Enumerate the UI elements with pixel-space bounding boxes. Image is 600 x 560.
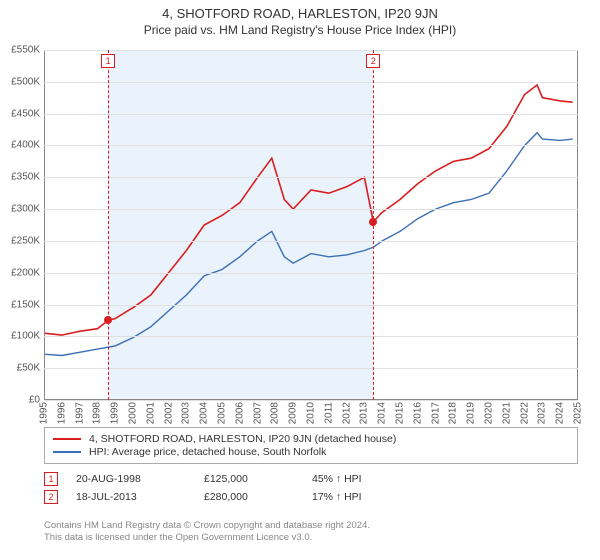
chart-ytick-label: £500K: [11, 76, 40, 87]
chart-xtick-label: 2009: [288, 402, 299, 424]
chart-gridline: [44, 209, 578, 210]
chart-xtick-label: 2020: [484, 402, 495, 424]
chart-lines: [44, 50, 578, 400]
chart-xtick-label: 2017: [430, 402, 441, 424]
chart-xtick-label: 2001: [145, 402, 156, 424]
transaction-pct: 45% ↑ HPI: [312, 473, 412, 485]
chart-xtick-label: 2014: [377, 402, 388, 424]
legend-item: 4, SHOTFORD ROAD, HARLESTON, IP20 9JN (d…: [53, 433, 569, 445]
legend-label: HPI: Average price, detached house, Sout…: [89, 446, 326, 458]
chart-gridline: [44, 273, 578, 274]
chart-gridline: [44, 114, 578, 115]
chart-title: 4, SHOTFORD ROAD, HARLESTON, IP20 9JN: [0, 6, 600, 21]
chart-xtick-label: 2022: [519, 402, 530, 424]
transaction-price: £125,000: [204, 473, 294, 485]
chart-xtick-label: 2002: [163, 402, 174, 424]
legend-swatch: [53, 451, 81, 453]
chart-xtick-label: 2019: [466, 402, 477, 424]
transaction-table: 1 20-AUG-1998 £125,000 45% ↑ HPI 2 18-JUL-201…: [44, 468, 578, 508]
chart-xtick-label: 2008: [270, 402, 281, 424]
transaction-price: £280,000: [204, 491, 294, 503]
chart-gridline: [44, 241, 578, 242]
chart-xtick-label: 2004: [199, 402, 210, 424]
chart-ytick-label: £200K: [11, 267, 40, 278]
chart-gridline: [44, 50, 578, 51]
chart-marker-vline: [108, 50, 109, 400]
chart-xtick-label: 2006: [234, 402, 245, 424]
chart-xtick-label: 1999: [110, 402, 121, 424]
chart-series-line: [44, 133, 573, 356]
chart-ytick-label: £100K: [11, 331, 40, 342]
chart-gridline: [44, 305, 578, 306]
chart-xtick-label: 2010: [306, 402, 317, 424]
chart-ytick-label: £250K: [11, 235, 40, 246]
chart-xtick-label: 2015: [395, 402, 406, 424]
chart-gridline: [44, 177, 578, 178]
chart-gridline: [44, 368, 578, 369]
chart-xtick-label: 2000: [128, 402, 139, 424]
chart-ytick-label: £550K: [11, 45, 40, 56]
chart-ytick-label: £300K: [11, 204, 40, 215]
chart-subtitle: Price paid vs. HM Land Registry's House …: [0, 23, 600, 37]
chart-marker-flag: 2: [366, 54, 380, 68]
legend-label: 4, SHOTFORD ROAD, HARLESTON, IP20 9JN (d…: [89, 433, 396, 445]
legend-item: HPI: Average price, detached house, Sout…: [53, 446, 569, 458]
chart-xtick-label: 1996: [56, 402, 67, 424]
chart-xtick-label: 1995: [39, 402, 50, 424]
chart-xtick-label: 1998: [92, 402, 103, 424]
transaction-date: 18-JUL-2013: [76, 491, 186, 503]
chart-xtick-label: 2013: [359, 402, 370, 424]
chart-xtick-label: 2003: [181, 402, 192, 424]
chart-xtick-label: 2024: [555, 402, 566, 424]
chart-xtick-label: 2025: [573, 402, 584, 424]
chart-ytick-label: £450K: [11, 108, 40, 119]
chart-gridline: [44, 336, 578, 337]
chart-xtick-label: 2021: [501, 402, 512, 424]
chart-ytick-label: £50K: [17, 363, 40, 374]
chart-xtick-label: 2023: [537, 402, 548, 424]
chart-xtick-label: 2011: [323, 402, 334, 424]
transaction-marker: 1: [44, 472, 58, 486]
footer-line: This data is licensed under the Open Gov…: [44, 532, 578, 544]
chart-legend: 4, SHOTFORD ROAD, HARLESTON, IP20 9JN (d…: [44, 427, 578, 464]
chart-ytick-label: £400K: [11, 140, 40, 151]
chart-xtick-label: 2012: [341, 402, 352, 424]
chart-xtick-label: 2005: [217, 402, 228, 424]
footer-line: Contains HM Land Registry data © Crown c…: [44, 520, 578, 532]
table-row: 1 20-AUG-1998 £125,000 45% ↑ HPI: [44, 472, 578, 486]
chart-ytick-label: £350K: [11, 172, 40, 183]
chart-xtick-label: 1997: [74, 402, 85, 424]
chart-gridline: [44, 82, 578, 83]
transaction-marker: 2: [44, 490, 58, 504]
chart-footer: Contains HM Land Registry data © Crown c…: [44, 520, 578, 545]
transaction-date: 20-AUG-1998: [76, 473, 186, 485]
transaction-pct: 17% ↑ HPI: [312, 491, 412, 503]
chart-title-block: 4, SHOTFORD ROAD, HARLESTON, IP20 9JN Pr…: [0, 0, 600, 37]
chart-xtick-label: 2007: [252, 402, 263, 424]
table-row: 2 18-JUL-2013 £280,000 17% ↑ HPI: [44, 490, 578, 504]
legend-swatch: [53, 438, 81, 440]
chart-ytick-label: £150K: [11, 299, 40, 310]
chart-plot-area: £0£50K£100K£150K£200K£250K£300K£350K£400…: [44, 50, 578, 400]
chart-gridline: [44, 145, 578, 146]
chart-xtick-label: 2016: [412, 402, 423, 424]
chart-marker-flag: 1: [101, 54, 115, 68]
chart-gridline: [44, 400, 578, 401]
chart-xtick-label: 2018: [448, 402, 459, 424]
